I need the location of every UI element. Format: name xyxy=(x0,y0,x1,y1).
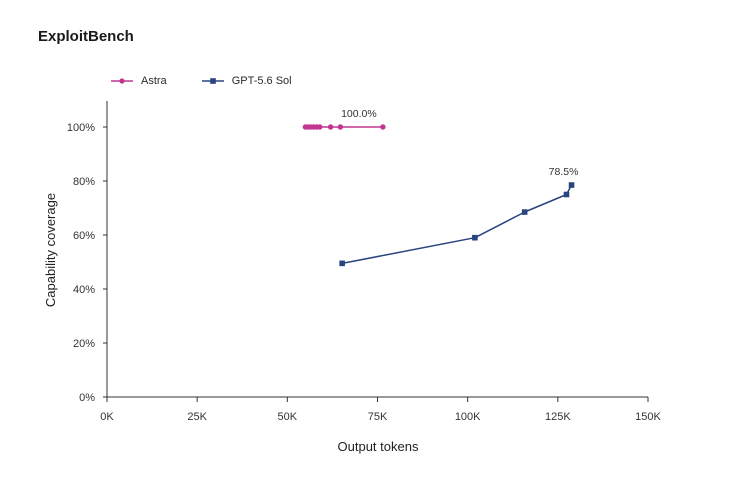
legend-marker-astra xyxy=(111,78,133,84)
axes: 0% 20% 40% 60% 80% 100% 0K 25K 50K 75K 100K 125K 150… xyxy=(67,101,662,423)
x-tick-label: 75K xyxy=(368,411,388,423)
x-tick-label: 25K xyxy=(187,411,207,423)
y-tick-label: 40% xyxy=(73,284,95,296)
series-layer xyxy=(302,124,575,267)
x-tick-label: 150K xyxy=(635,411,661,423)
x-tick-label: 125K xyxy=(545,411,571,423)
data-point-astra xyxy=(337,124,344,130)
data-point-gpt xyxy=(563,191,570,198)
data-point-astra xyxy=(317,124,323,130)
legend: Astra GPT-5.6 Sol xyxy=(110,72,292,90)
series-gpt xyxy=(339,182,575,267)
x-tick-label: 100K xyxy=(455,411,481,423)
chart-title: ExploitBench xyxy=(38,28,134,45)
y-tick-label: 100% xyxy=(67,122,95,134)
x-tick-label: 50K xyxy=(278,411,298,423)
y-tick-label: 80% xyxy=(73,176,95,188)
data-point-astra xyxy=(380,124,386,130)
labels-layer: Output tokens Capability coverage 100.0% 78… xyxy=(43,108,578,454)
legend-item-astra: Astra xyxy=(110,75,167,87)
legend-item-gpt: GPT-5.6 Sol xyxy=(201,75,292,87)
data-point-gpt xyxy=(521,209,528,215)
series-astra xyxy=(302,124,386,130)
y-axis-title: Capability coverage xyxy=(43,193,58,307)
y-tick-label: 20% xyxy=(73,338,95,350)
data-point-gpt xyxy=(339,260,345,267)
x-axis-title: Output tokens xyxy=(338,439,419,454)
x-tick-label: 0K xyxy=(100,411,114,423)
data-point-gpt xyxy=(568,182,575,188)
y-tick-label: 0% xyxy=(79,392,95,404)
data-label-gpt: 78.5% xyxy=(549,166,579,178)
data-point-gpt xyxy=(472,234,478,241)
series-line-gpt xyxy=(342,184,573,265)
legend-label-gpt: GPT-5.6 Sol xyxy=(231,75,292,87)
legend-marker-gpt xyxy=(201,78,224,84)
data-point-astra xyxy=(327,124,334,130)
data-label-astra: 100.0% xyxy=(341,108,377,120)
legend-label-astra: Astra xyxy=(141,75,167,87)
y-tick-label: 60% xyxy=(73,230,95,242)
